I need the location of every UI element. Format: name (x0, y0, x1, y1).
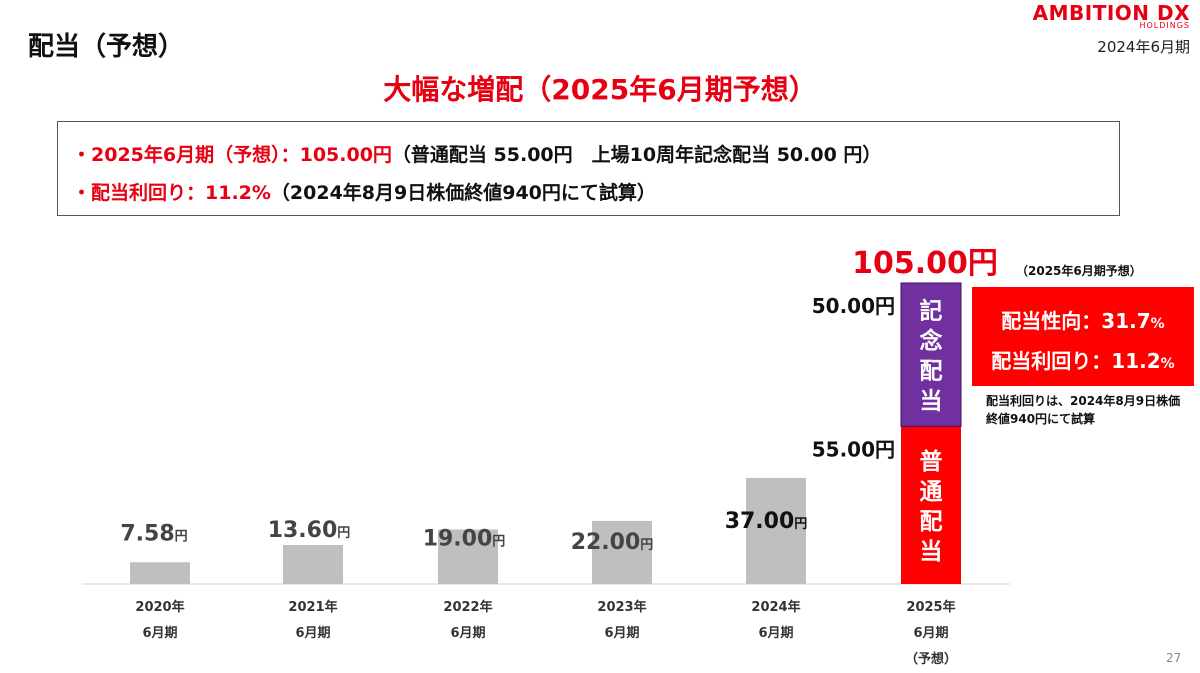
category-label-0-1: 6月期 (142, 626, 177, 641)
bar-value-label-2023: 22.00円 (571, 530, 654, 555)
forecast-annotation-title: （2025年6月期予想） (1016, 264, 1142, 278)
bar-2025-ordinary-label-char-3: 当 (920, 539, 943, 565)
bar-2025-commemorative-label-char-0: 記 (920, 298, 943, 325)
logo-main-text: AMBITION DX (1032, 1, 1190, 25)
bar-2025-ordinary (901, 426, 961, 584)
payout-yield-box: 配当性向：31.7% 配当利回り：11.2% (972, 287, 1194, 386)
yield-basis-text: （2024年8月9日株価終値940円にて試算） (270, 182, 656, 204)
category-label-2-1: 6月期 (450, 626, 485, 641)
category-label-5-1: 6月期 (913, 626, 948, 641)
headline: 大幅な増配（2025年6月期予想） (383, 73, 817, 106)
bar-2020 (130, 562, 190, 584)
bar-2025-commemorative-value: 50.00円 (812, 294, 895, 318)
category-label-0-0: 2020年 (135, 599, 184, 615)
bar-value-label-2024: 37.00円 (725, 509, 808, 534)
bar-value-label-2022: 19.00円 (423, 527, 506, 552)
category-label-3-1: 6月期 (604, 626, 639, 641)
yield-ratio-text: 配当利回り：11.2 (991, 349, 1161, 373)
company-logo: AMBITION DX HOLDINGS (1026, 2, 1190, 30)
bar-2023 (592, 520, 652, 584)
category-label-3-0: 2023年 (597, 599, 646, 615)
logo-sub-text: HOLDINGS (1139, 21, 1190, 30)
category-label-2-0: 2022年 (443, 599, 492, 615)
bar-value-label-2021: 13.60円 (268, 518, 351, 543)
page-number: 27 (1166, 651, 1182, 665)
category-label-4-0: 2024年 (751, 599, 800, 615)
bar-2025-ordinary-value: 55.00円 (812, 437, 895, 461)
dividend-breakdown-text: （普通配当 55.00円 上場10周年記念配当 50.00 円） (391, 144, 882, 166)
fiscal-period-label: 2024年6月期 (1097, 38, 1190, 56)
bar-2025-ordinary-label-char-0: 普 (920, 448, 943, 475)
bar-2025-ordinary-label-char-2: 配 (920, 509, 943, 535)
bar-2025-commemorative-label-char-3: 当 (920, 389, 943, 415)
yield-footnote: 配当利回りは、2024年8月9日株価終値940円にて試算 (986, 394, 1181, 426)
bar-2025-total-value: 105.00円 (852, 246, 998, 281)
payout-ratio-pct: % (1150, 316, 1165, 332)
payout-ratio-line: 配当性向：31.7% (972, 305, 1194, 334)
bar-2024 (746, 477, 806, 584)
bar-value-label-2020: 7.58円 (120, 521, 187, 546)
summary-line-yield: ・配当利回り：11.2%（2024年8月9日株価終値940円にて試算） (72, 178, 656, 205)
category-label-5-0: 2025年 (906, 599, 955, 615)
bar-2022 (438, 529, 498, 584)
category-label-1-1: 6月期 (295, 626, 330, 641)
bar-2025-ordinary-label-char-1: 通 (920, 479, 943, 505)
bar-2021 (283, 545, 343, 584)
yield-line: 配当利回り：11.2% (972, 345, 1194, 374)
dividend-summary-box: ・2025年6月期（予想）：105.00円（普通配当 55.00円 上場10周年… (57, 121, 1120, 216)
payout-ratio-text: 配当性向：31.7 (1001, 309, 1151, 333)
bar-2025-commemorative (900, 282, 962, 427)
category-label-5-2: （予想） (905, 651, 957, 667)
dividend-forecast-text: ・2025年6月期（予想）：105.00円 (72, 144, 392, 166)
yield-text: ・配当利回り：11.2% (72, 182, 271, 204)
bar-2025-commemorative-label-char-1: 念 (920, 328, 943, 355)
category-label-4-1: 6月期 (758, 626, 793, 641)
category-label-1-0: 2021年 (288, 599, 337, 615)
summary-line-dividend: ・2025年6月期（予想）：105.00円（普通配当 55.00円 上場10周年… (72, 140, 881, 167)
yield-ratio-pct: % (1160, 356, 1175, 372)
page-title: 配当（予想） (28, 32, 185, 62)
bar-2025-commemorative-label-char-2: 配 (920, 359, 943, 385)
